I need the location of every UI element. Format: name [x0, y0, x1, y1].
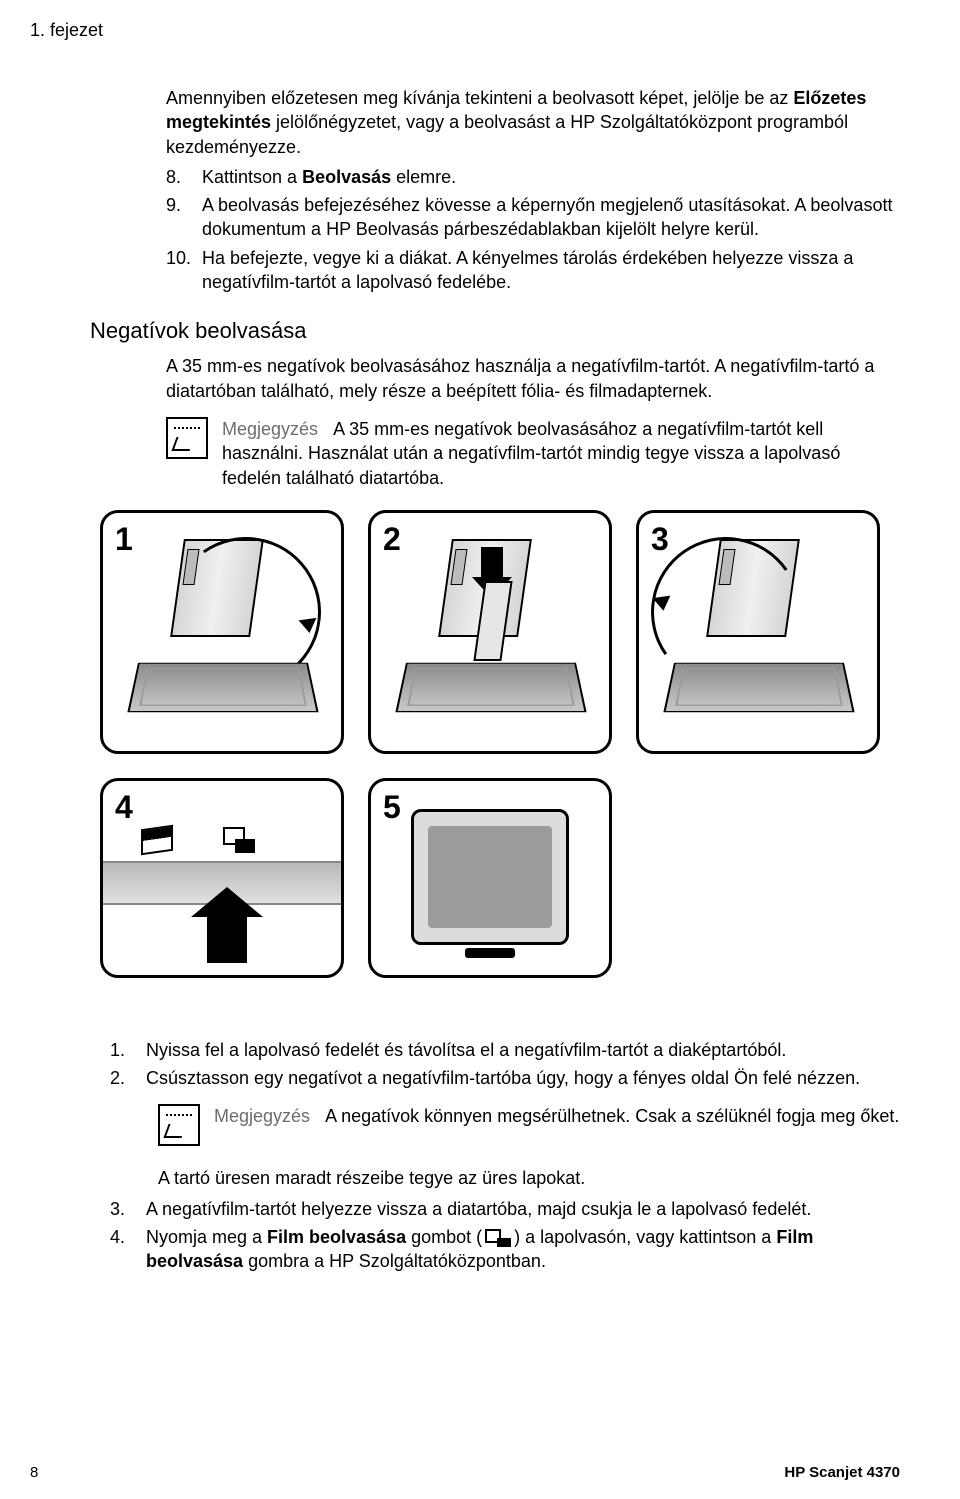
figure-2: 2: [368, 510, 612, 754]
section-intro: A 35 mm-es negatívok beolvasásához haszn…: [166, 354, 900, 403]
figure-row-1: 1 2 3: [100, 510, 900, 754]
scanner-insert-illustration: [401, 539, 581, 729]
intro-text-pre: Amennyiben előzetesen meg kívánja tekint…: [166, 88, 793, 108]
step4-bold1: Film beolvasása: [267, 1227, 406, 1247]
up-arrow-icon: [207, 913, 247, 963]
figure-3: 3: [636, 510, 880, 754]
step-body: A beolvasás befejezéséhez kövesse a képe…: [202, 193, 900, 242]
intro-paragraph: Amennyiben előzetesen meg kívánja tekint…: [166, 86, 900, 159]
figure-1: 1: [100, 510, 344, 754]
step-body: Nyissa fel a lapolvasó fedelét és távolí…: [146, 1038, 900, 1062]
figure-5: 5: [368, 778, 612, 978]
step-num: 1.: [110, 1038, 146, 1062]
scanner-close-illustration: [669, 539, 849, 729]
step-body: Nyomja meg a Film beolvasása gombot ( ) a…: [146, 1225, 900, 1274]
step-10: 10. Ha befejezte, vegye ki a diákat. A k…: [166, 246, 900, 295]
lower-step-1: 1. Nyissa fel a lapolvasó fedelét és táv…: [110, 1038, 900, 1062]
step-9: 9. A beolvasás befejezéséhez kövesse a k…: [166, 193, 900, 242]
step-body: A negatívfilm-tartót helyezze vissza a d…: [146, 1197, 900, 1221]
chapter-title: 1. fejezet: [30, 20, 103, 41]
figure-number: 1: [115, 521, 133, 558]
figure-number: 2: [383, 521, 401, 558]
scan-icon: [141, 827, 173, 853]
step-body: Csúsztasson egy negatívot a negatívfilm-…: [146, 1066, 900, 1090]
step-pre: Kattintson a: [202, 167, 302, 187]
note-icon: [166, 417, 208, 459]
monitor-illustration: [411, 809, 569, 945]
top-steps: 8. Kattintson a Beolvasás elemre. 9. A b…: [166, 165, 900, 294]
step-post: elemre.: [391, 167, 456, 187]
note-label: Megjegyzés: [222, 419, 318, 439]
page-number: 8: [30, 1464, 38, 1481]
film-scan-icon: [485, 1229, 511, 1247]
step-num: 4.: [110, 1225, 146, 1274]
note-body: A negatívok könnyen megsérülhetnek. Csak…: [325, 1106, 899, 1126]
step-num: 10.: [166, 246, 202, 295]
step-bold: Beolvasás: [302, 167, 391, 187]
product-model: HP Scanjet 4370: [784, 1464, 900, 1481]
lower-steps: 1. Nyissa fel a lapolvasó fedelét és táv…: [110, 1038, 900, 1274]
note-label: Megjegyzés: [214, 1106, 310, 1126]
step4-tail: gombra a HP Szolgáltatóközpontban.: [243, 1251, 546, 1271]
step-num: 9.: [166, 193, 202, 242]
figure-number: 5: [383, 789, 401, 826]
note-1: Megjegyzés A 35 mm-es negatívok beolvasá…: [166, 417, 900, 490]
step4-mid: gombot (: [406, 1227, 482, 1247]
step-num: 3.: [110, 1197, 146, 1221]
step-num: 2.: [110, 1066, 146, 1090]
note-icon: [158, 1104, 200, 1146]
note-2: Megjegyzés A negatívok könnyen megsérülh…: [158, 1104, 900, 1146]
lower-step-4: 4. Nyomja meg a Film beolvasása gombot (…: [110, 1225, 900, 1274]
footer: 8 HP Scanjet 4370: [30, 1464, 900, 1481]
scanner-open-illustration: [133, 539, 313, 729]
step-body: Ha befejezte, vegye ki a diákat. A kénye…: [202, 246, 900, 295]
section-heading: Negatívok beolvasása: [90, 318, 900, 344]
step4-pre: Nyomja meg a: [146, 1227, 267, 1247]
note-text: Megjegyzés A negatívok könnyen megsérülh…: [214, 1104, 900, 1146]
lower-step-3: 3. A negatívfilm-tartót helyezze vissza …: [110, 1197, 900, 1221]
figure-4: 4: [100, 778, 344, 978]
step-8: 8. Kattintson a Beolvasás elemre.: [166, 165, 900, 189]
note-text: Megjegyzés A 35 mm-es negatívok beolvasá…: [222, 417, 900, 490]
figure-number: 3: [651, 521, 669, 558]
step4-post-icon: ) a lapolvasón, vagy kattintson a: [514, 1227, 776, 1247]
after-note-text: A tartó üresen maradt részeibe tegye az …: [158, 1166, 900, 1190]
step-num: 8.: [166, 165, 202, 189]
film-icon: [223, 827, 255, 853]
step-body: Kattintson a Beolvasás elemre.: [202, 165, 900, 189]
figure-row-2: 4 5: [100, 778, 900, 978]
figure-number: 4: [115, 789, 133, 826]
lower-step-2: 2. Csúsztasson egy negatívot a negatívfi…: [110, 1066, 900, 1090]
